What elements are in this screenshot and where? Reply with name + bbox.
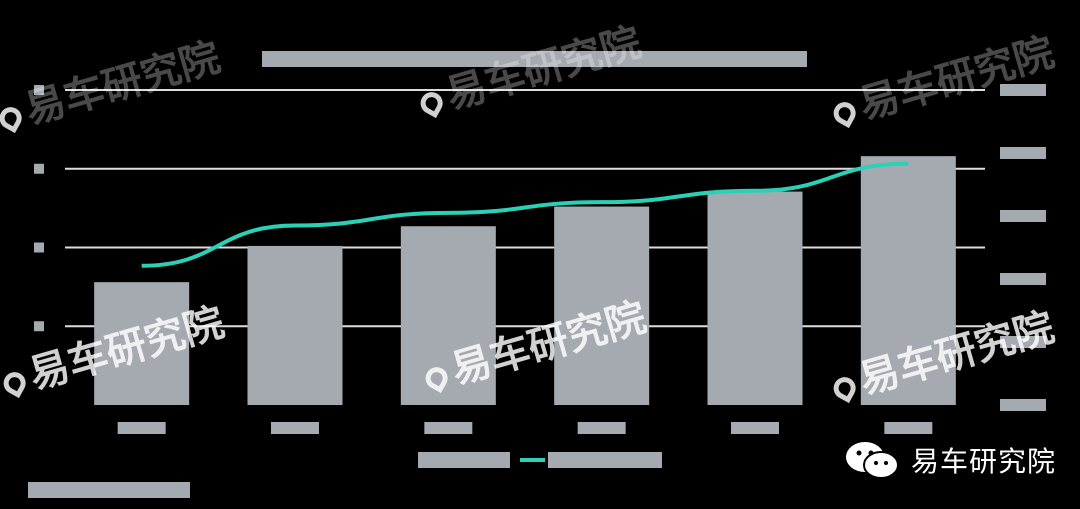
bar xyxy=(400,226,496,405)
chart-title xyxy=(262,51,807,67)
y-right-tick xyxy=(1000,336,1046,348)
y-left-tick xyxy=(34,242,44,253)
bar xyxy=(707,191,803,405)
brand-label: 易车研究院 xyxy=(911,445,1057,478)
legend-line xyxy=(548,452,662,468)
x-tick xyxy=(117,422,166,434)
y-left-tick xyxy=(34,321,44,332)
brand-badge: 易车研究院 xyxy=(845,440,1056,480)
x-tick xyxy=(424,422,473,434)
y-right-tick xyxy=(1000,147,1046,159)
x-tick xyxy=(731,422,779,434)
y-right-tick xyxy=(1000,273,1046,285)
legend-bar xyxy=(418,452,510,468)
wechat-icon xyxy=(846,442,899,479)
bar xyxy=(94,282,190,405)
y-right-tick xyxy=(1000,399,1046,411)
bar-series xyxy=(94,156,956,405)
bar xyxy=(247,245,343,405)
bar xyxy=(554,206,650,405)
map-pin-icon xyxy=(0,103,26,134)
x-tick xyxy=(884,422,933,434)
y-left-tick xyxy=(34,85,44,95)
y-right-tick xyxy=(1000,84,1046,96)
x-tick xyxy=(577,422,626,434)
source-note xyxy=(28,482,190,498)
y-left-tick xyxy=(34,163,44,174)
bar xyxy=(860,156,956,405)
axis-labels xyxy=(28,51,1046,498)
y-right-tick xyxy=(1000,210,1046,222)
line-series xyxy=(141,161,909,268)
x-tick xyxy=(271,422,319,434)
